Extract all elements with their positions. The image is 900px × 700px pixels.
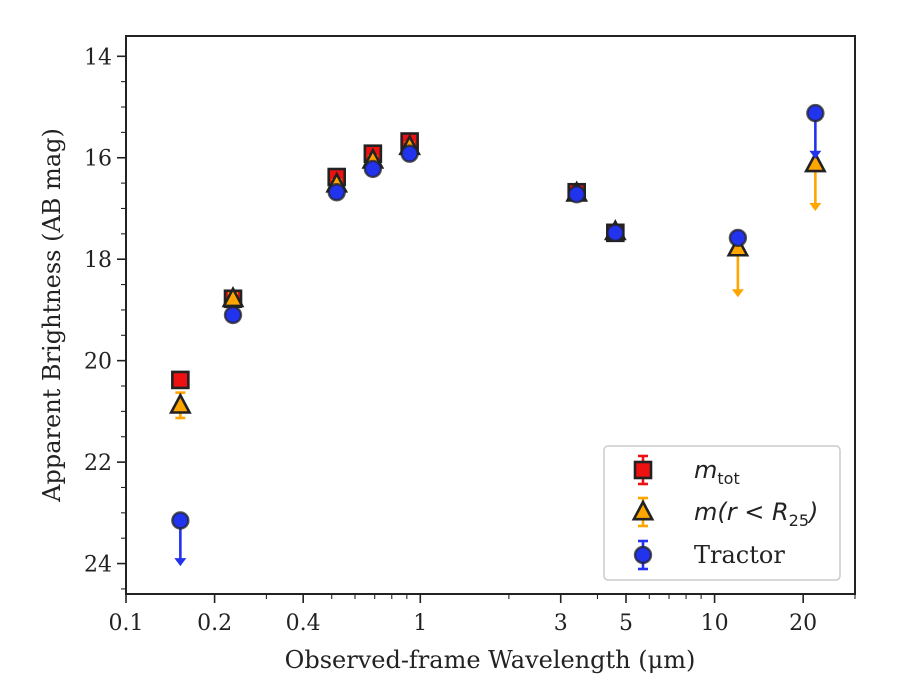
legend-marker-mtot [633,460,653,480]
legend-label-mtot: mtot [694,456,740,488]
data-point-tractor [728,228,748,248]
data-point-mtot [171,370,190,390]
upper-limit-arrow-head [809,203,822,212]
legend-label-mr25: m(r < R25) [694,498,818,530]
x-tick-label: 0.1 [109,611,144,636]
legend-marker-mr25 [631,499,655,521]
upper-limit-arrow-head [809,150,822,159]
y-tick-label: 16 [84,147,112,172]
y-axis-label: Apparent Brightness (AB mag) [38,128,66,503]
data-point-tractor [606,223,625,243]
data-point-tractor [567,185,586,204]
x-axis-label: Observed-frame Wavelength (μm) [285,646,696,674]
data-point-tractor [223,305,243,325]
data-point-tractor [806,103,825,123]
x-tick-label: 1 [413,611,427,636]
plot-frame [125,35,856,595]
y-tick-label: 24 [84,553,112,578]
data-point-tractor [327,183,346,202]
legend: mtot m(r < R25) Tractor [603,445,841,581]
y-tick-label: 22 [84,451,112,476]
x-tick-label: 20 [789,611,817,636]
x-tick-label: 5 [619,611,633,636]
data-point-tractor [400,144,419,163]
x-tick-label: 0.4 [286,611,321,636]
y-tick-label: 18 [84,248,112,273]
data-point-mr25 [168,392,192,414]
legend-label-tractor: Tractor [694,541,785,569]
data-point-tractor [363,159,383,179]
data-point-mr25 [803,151,827,173]
legend-box [603,445,841,581]
y-tick-label: 20 [84,350,112,375]
x-tick-label: 10 [701,611,729,636]
x-tick-label: 3 [554,611,568,636]
y-tick-label: 14 [84,45,112,70]
series-tractor [171,103,825,567]
x-tick-label: 0.2 [197,611,232,636]
data-point-tractor [171,511,190,530]
upper-limit-arrow-head [174,558,187,567]
legend-marker-tractor [633,545,653,565]
upper-limit-arrow-head [731,289,744,298]
